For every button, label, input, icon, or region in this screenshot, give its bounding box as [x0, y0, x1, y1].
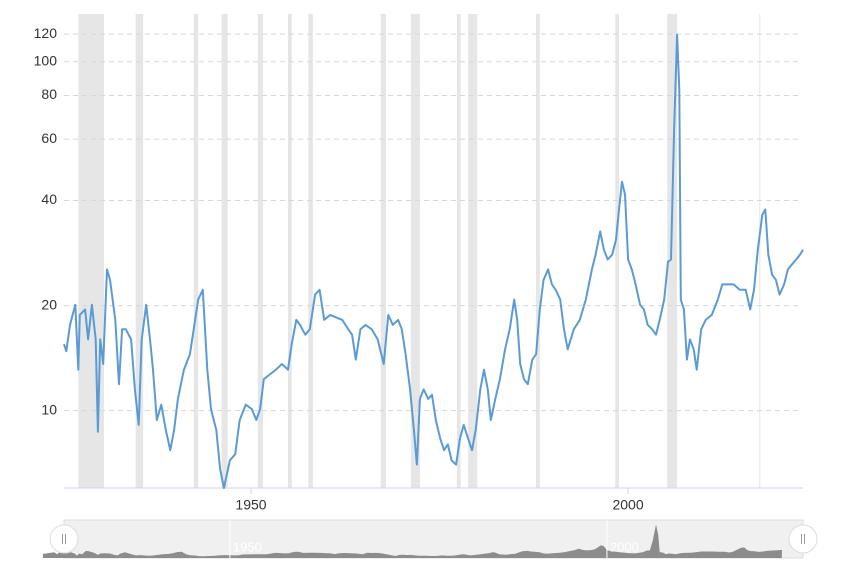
navigator-handle[interactable] — [49, 524, 79, 554]
y-tick-label: 20 — [41, 296, 57, 312]
navigator-label: 2000 — [610, 539, 639, 554]
y-tick-label: 10 — [41, 401, 57, 417]
y-tick-label: 60 — [41, 130, 57, 146]
y-tick-label: 120 — [34, 25, 58, 41]
navigator-area — [42, 524, 782, 558]
y-tick-label: 100 — [34, 52, 58, 68]
recession-band — [78, 14, 104, 488]
recession-band — [410, 14, 420, 488]
recession-band — [536, 14, 540, 488]
navigator-label: 1950 — [233, 539, 262, 554]
recession-band — [287, 14, 292, 488]
navigator-handle[interactable] — [788, 524, 818, 554]
x-tick-label: 1950 — [235, 497, 266, 513]
handle-circle[interactable] — [49, 524, 79, 554]
recession-band — [759, 14, 761, 488]
y-tick-label: 80 — [41, 86, 57, 102]
recession-band — [257, 14, 264, 488]
handle-circle[interactable] — [788, 524, 818, 554]
recession-band — [308, 14, 313, 488]
y-tick-label: 40 — [41, 191, 57, 207]
recession-band — [193, 14, 199, 488]
navigator-background — [63, 519, 804, 559]
recession-band — [468, 14, 478, 488]
pe-line — [63, 33, 804, 489]
recession-band — [456, 14, 461, 488]
recession-band — [221, 14, 228, 488]
recession-band — [615, 14, 620, 488]
recession-band — [380, 14, 386, 488]
x-tick-label: 2000 — [612, 497, 643, 513]
recession-band — [135, 14, 144, 488]
